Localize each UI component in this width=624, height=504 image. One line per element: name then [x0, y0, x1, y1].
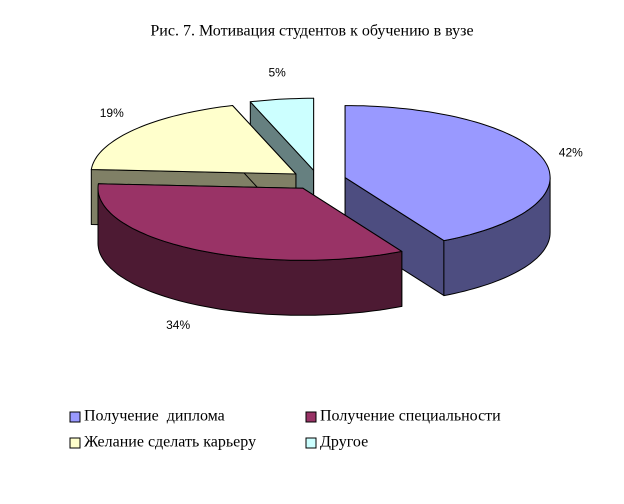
- legend-label: Получение специальности: [320, 408, 501, 425]
- slice: [97, 183, 403, 261]
- legend-swatch: [69, 437, 81, 449]
- slice: [344, 105, 551, 297]
- legend-label: Другое: [320, 434, 368, 451]
- legend-label: Желание сделать карьеру: [84, 434, 256, 451]
- data-label: 42%: [559, 145, 583, 159]
- legend-swatch: [305, 411, 317, 423]
- chart-title: Рис. 7. Мотивация студентов к обучению в…: [150, 23, 473, 40]
- data-label: 19%: [100, 106, 124, 120]
- pie: 5% 19% 42% 34%: [90, 66, 583, 332]
- legend-swatch: [69, 411, 81, 423]
- legend-label: Получение диплома: [84, 408, 225, 425]
- legend: Получение диплома Получение специальности…: [69, 408, 501, 451]
- legend-swatch: [305, 437, 317, 449]
- slice: [97, 183, 403, 316]
- slice: [344, 105, 551, 242]
- slice: [90, 105, 297, 175]
- data-label: 34%: [166, 318, 190, 332]
- data-label: 5%: [268, 66, 286, 80]
- slice: [249, 97, 315, 171]
